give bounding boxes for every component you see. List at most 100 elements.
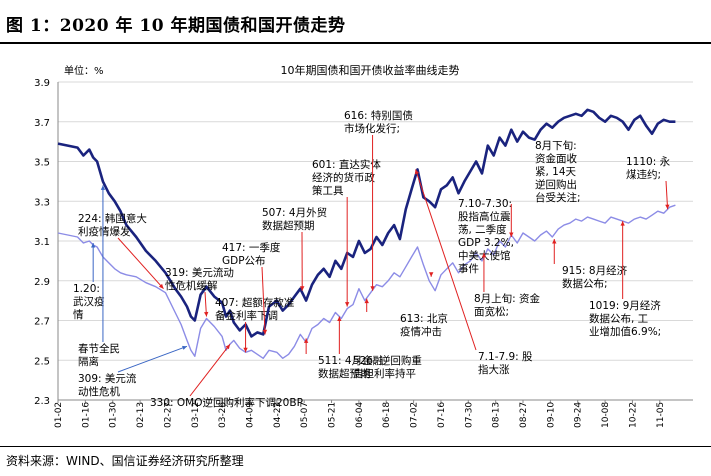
annotation-arrowhead xyxy=(100,185,106,190)
x-tick-label: 01-30 xyxy=(109,402,119,428)
annotation-label: 7.1-7.9: 股指大涨 xyxy=(478,351,533,376)
annotation-line: 601: 直达实体 xyxy=(312,158,381,171)
x-tick-label: 04-09 xyxy=(245,402,255,428)
annotation-label: 613: 北京疫情冲击 xyxy=(400,312,448,338)
annotation-line: 动性危机 xyxy=(78,385,120,398)
annotation-label: 309: 美元流动性危机 xyxy=(78,372,137,398)
y-tick-label: 2.5 xyxy=(34,356,50,367)
annotation-line: 511: 4月金融 xyxy=(318,354,384,367)
annotation-label: 224: 韩国意大利疫情爆发 xyxy=(78,212,147,238)
annotation-arrow xyxy=(117,237,164,290)
x-tick-label: 01-02 xyxy=(54,402,64,428)
annotation-line: 事件 xyxy=(458,262,479,275)
y-tick-label: 2.9 xyxy=(34,277,50,288)
annotation-arrow xyxy=(415,169,477,351)
annotation-line: 8月上旬: 资金 xyxy=(474,292,541,305)
annotation-arrowhead xyxy=(620,221,625,226)
annotation-arrowhead xyxy=(345,302,350,307)
annotation-arrowhead xyxy=(243,347,248,353)
annotation-line: GDP 3.2%, xyxy=(458,237,514,249)
header-rule xyxy=(0,42,711,44)
annotation-label: 915: 8月经济数据公布; xyxy=(562,264,628,290)
annotation-line: 性危机缓解 xyxy=(165,279,218,292)
annotation-line: 备金利率下调 xyxy=(215,309,278,322)
annotation-line: 224: 韩国意大 xyxy=(78,212,147,225)
annotation-label: 1110: 永煤违约; xyxy=(626,155,671,181)
x-tick-label: 07-16 xyxy=(437,402,447,428)
x-tick-label: 08-13 xyxy=(492,402,502,428)
annotation-line: 616: 特别国债 xyxy=(344,109,413,122)
annotation-line: 1110: 永 xyxy=(626,155,671,168)
annotation-arrowhead xyxy=(158,283,164,289)
annotation-line: 指大涨 xyxy=(478,363,510,376)
y-tick-label: 3.5 xyxy=(34,158,50,169)
annotation-arrowhead xyxy=(429,272,434,277)
annotation-arrowhead xyxy=(225,344,230,350)
annotation-arrow xyxy=(665,180,669,210)
x-tick-label: 07-02 xyxy=(410,402,420,428)
figure-header: 图 1：2020 年 10 年期国债和国开债走势 xyxy=(0,0,711,44)
annotation-line: 915: 8月经济 xyxy=(562,264,628,277)
annotation-line: 股指高位震 xyxy=(458,210,511,223)
annotation-line: 武汉疫 xyxy=(73,295,105,308)
annotation-arrowhead xyxy=(182,345,187,350)
annotation-arrowhead xyxy=(481,252,487,258)
y-tick-label: 3.1 xyxy=(34,237,50,248)
annotation-line: 数据公布; xyxy=(562,277,608,290)
x-tick-label: 03-26 xyxy=(218,402,228,428)
x-tick-label: 10-22 xyxy=(628,402,638,428)
annotation-arrowhead xyxy=(262,329,268,335)
annotation-line: 业增加值6.9%; xyxy=(589,325,661,338)
series-lines xyxy=(57,108,676,359)
annotation-label: 8月下旬:资金面收紧, 14天逆回购出台受关注; xyxy=(535,139,581,204)
annotation-line: 613: 北京 xyxy=(400,312,448,325)
annotation-label: 8月上旬: 资金面宽松; xyxy=(474,292,541,318)
annotation-line: 资金面收 xyxy=(535,152,577,165)
annotation-label: 511: 4月金融数据超预期 xyxy=(318,354,384,380)
x-tick-label: 04-23 xyxy=(273,402,283,428)
annotation-line: 507: 4月外贸 xyxy=(262,207,327,219)
annotation-line: 330: OMO逆回购利率下调20BP xyxy=(150,396,303,409)
annotation-line: 7.1-7.9: 股 xyxy=(478,351,533,363)
unit-label: 单位：% xyxy=(64,64,104,77)
annotation-label: 春节全民隔离 xyxy=(78,342,120,368)
annotation-line: 利疫情爆发 xyxy=(78,225,131,238)
annotation-line: 1019: 9月经济 xyxy=(589,299,661,312)
annotation-label: 601: 直达实体经济的货币政策工具 xyxy=(312,158,381,197)
annotation-line: 荡, 二季度 xyxy=(458,223,507,236)
annotation-arrowhead xyxy=(414,169,419,175)
annotation-line: 台受关注; xyxy=(535,191,581,204)
annotation-label: 417: 一季度 GDP公布 xyxy=(222,241,281,267)
annotation-line: 309: 美元流 xyxy=(78,372,137,385)
annotation-arrowhead xyxy=(304,338,309,343)
x-tick-label: 06-18 xyxy=(382,402,392,428)
annotation-arrowhead xyxy=(364,298,369,304)
annotation-line: 319: 美元流动 xyxy=(165,266,234,279)
x-tick-label: 05-07 xyxy=(300,402,310,428)
annotation-label: 319: 美元流动性危机缓解 xyxy=(165,266,234,292)
x-tick-label: 07-30 xyxy=(464,402,474,428)
x-tick-label: 09-24 xyxy=(574,402,584,428)
x-tick-label: 10-08 xyxy=(601,402,611,428)
annotation-label: 616: 特别国债市场化发行; xyxy=(344,109,413,135)
annotation-line: 526: 逆回购重 xyxy=(353,354,422,367)
annotation-line: GDP公布 xyxy=(222,255,266,267)
x-tick-label: 11-05 xyxy=(656,402,666,428)
axes: 2.3 2.5 2.7 2.9 3.1 3.3 3.5 3.7 3.9 01-02 01-16 01-… xyxy=(34,78,693,428)
x-tick-label: 06-04 xyxy=(355,402,365,428)
annotation-label: 1.20:武汉疫情 xyxy=(73,283,105,321)
annotation-arrow xyxy=(189,344,231,397)
annotation-line: 逆回购出 xyxy=(535,178,577,191)
annotation-line: 417: 一季度 xyxy=(222,241,281,254)
yield-line-chart: 10年期国债和国开债收益率曲线走势 单位：% 2.3 2.5 2.7 2.9 3.1 3.… xyxy=(34,63,693,428)
annotation-line: 407: 超额存款准 xyxy=(215,296,294,309)
x-tick-label: 05-21 xyxy=(328,402,338,428)
annotation-line: 经济的货币政 xyxy=(312,171,375,184)
annotation-arrowhead xyxy=(552,239,557,244)
annotation-label: 1019: 9月经济数据公布, 工业增加值6.9%; xyxy=(589,299,661,338)
annotation-label: 330: OMO逆回购利率下调20BP xyxy=(150,396,303,409)
annotation-line: 春节全民 xyxy=(78,342,120,355)
y-tick-label: 2.3 xyxy=(34,396,50,407)
series-line-cdb xyxy=(57,204,676,359)
x-tick-label: 01-16 xyxy=(81,402,91,428)
